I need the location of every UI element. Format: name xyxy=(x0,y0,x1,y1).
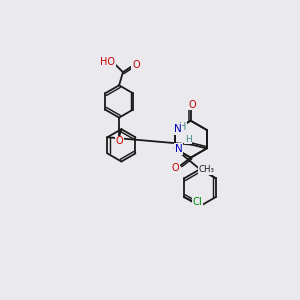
Text: Cl: Cl xyxy=(193,197,203,207)
Text: O: O xyxy=(188,100,196,110)
Text: HO: HO xyxy=(100,57,115,67)
Text: O: O xyxy=(172,164,179,173)
Text: H: H xyxy=(179,122,186,132)
Text: N: N xyxy=(174,124,182,134)
Text: H: H xyxy=(185,135,192,144)
Text: O: O xyxy=(115,136,123,146)
Text: N: N xyxy=(175,144,182,154)
Text: CH₃: CH₃ xyxy=(198,166,214,175)
Text: O: O xyxy=(132,60,140,70)
